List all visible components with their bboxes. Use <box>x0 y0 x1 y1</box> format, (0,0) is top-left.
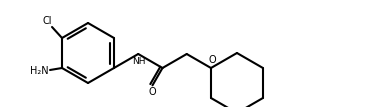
Text: NH: NH <box>132 56 146 65</box>
Text: Cl: Cl <box>42 16 52 26</box>
Text: O: O <box>149 87 156 97</box>
Text: O: O <box>208 55 216 65</box>
Text: H₂N: H₂N <box>30 66 48 76</box>
